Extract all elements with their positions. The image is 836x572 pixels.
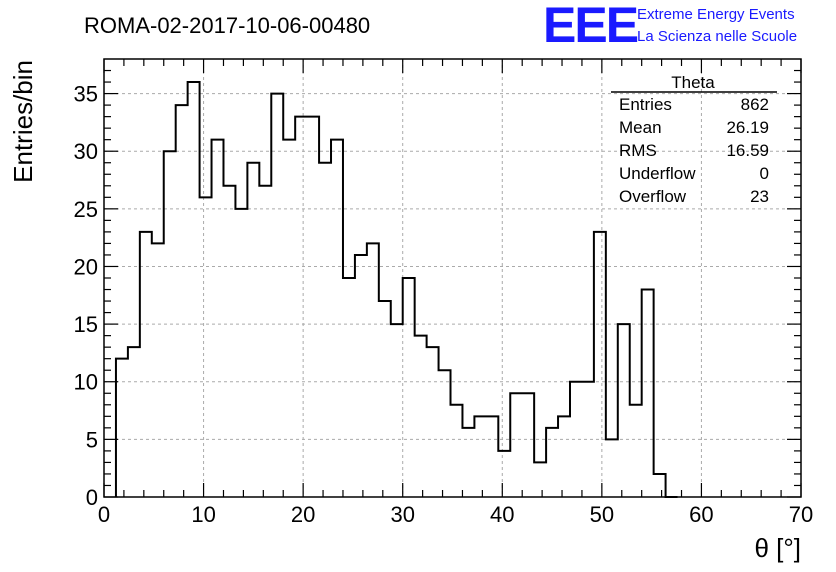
brand-line-1: Extreme Energy Events (637, 6, 795, 23)
stats-value: 23 (750, 187, 769, 206)
y-axis-title: Entries/bin (8, 60, 38, 183)
run-title: ROMA-02-2017-10-06-00480 (84, 13, 370, 38)
y-tick-label: 15 (74, 312, 98, 337)
grid-lines (104, 59, 801, 497)
brand-logo-group: EEE Extreme Energy Events La Scienza nel… (543, 0, 797, 53)
stats-label: Overflow (619, 187, 687, 206)
plot-frame (103, 58, 802, 498)
x-axis-title: θ [°] (754, 533, 801, 563)
stats-label: Entries (619, 95, 672, 114)
y-tick-label: 35 (74, 82, 98, 107)
stats-value: 862 (741, 95, 769, 114)
y-tick-label: 10 (74, 370, 98, 395)
stats-box: Theta Entries 862 Mean 26.19 RMS 16.59 Underfl… (611, 73, 777, 206)
eee-logo: EEE (543, 0, 638, 53)
y-tick-label: 5 (86, 427, 98, 452)
x-tick-label: 50 (590, 502, 614, 527)
stats-label: Underflow (619, 164, 696, 183)
x-tick-label: 10 (191, 502, 215, 527)
stats-value: 26.19 (726, 118, 769, 137)
y-tick-label: 0 (86, 485, 98, 510)
stats-label: RMS (619, 141, 657, 160)
x-tick-label: 70 (789, 502, 813, 527)
stats-value: 0 (760, 164, 769, 183)
x-tick-label: 20 (291, 502, 315, 527)
y-tick-label: 20 (74, 254, 98, 279)
x-tick-label: 60 (689, 502, 713, 527)
stats-label: Mean (619, 118, 662, 137)
y-tick-label: 25 (74, 197, 98, 222)
y-tick-labels: 0 5 10 15 20 25 30 35 (74, 82, 98, 510)
stats-rows: Entries 862 Mean 26.19 RMS 16.59 Underflow 0 Ove… (619, 95, 769, 206)
stats-value: 16.59 (726, 141, 769, 160)
axis-ticks (103, 59, 802, 498)
stats-title: Theta (671, 73, 715, 92)
x-tick-label: 0 (98, 502, 110, 527)
x-tick-label: 30 (390, 502, 414, 527)
y-tick-label: 30 (74, 139, 98, 164)
x-tick-label: 40 (490, 502, 514, 527)
x-tick-labels: 0 10 20 30 40 50 60 70 (98, 502, 813, 527)
brand-line-2: La Scienza nelle Scuole (637, 28, 797, 45)
histogram-outline (114, 81, 678, 498)
